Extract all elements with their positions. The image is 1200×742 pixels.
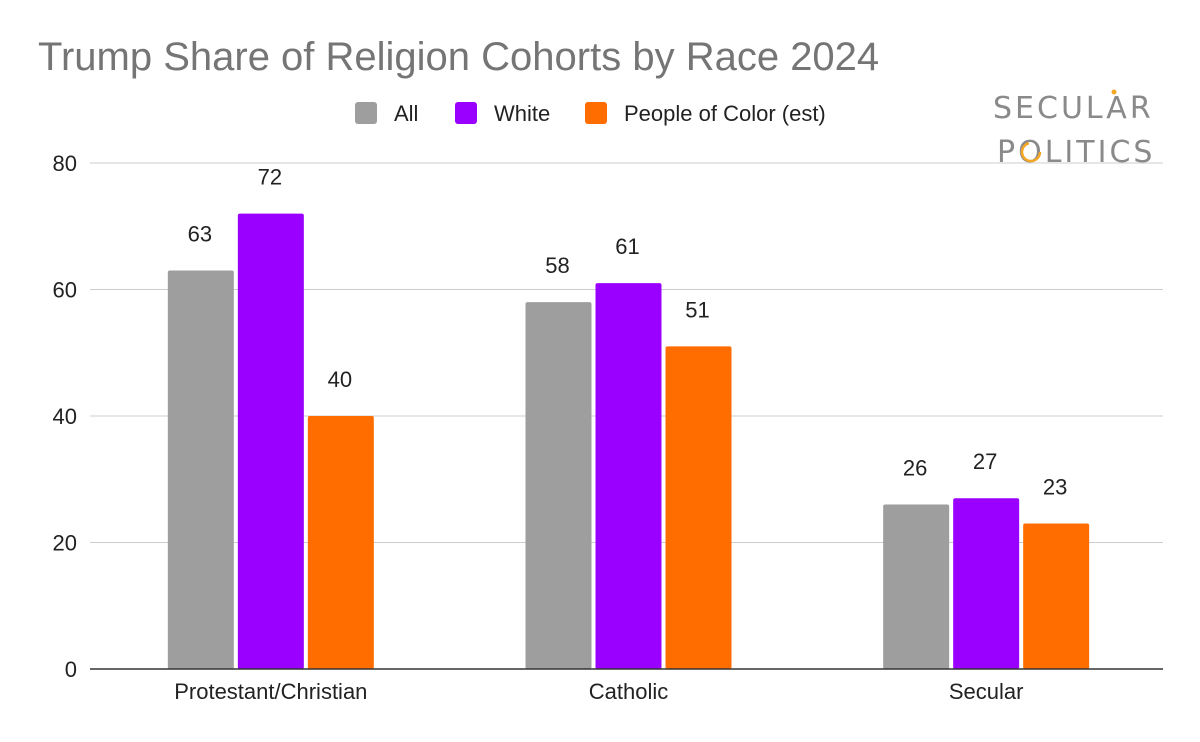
data-label: 72 <box>258 165 282 190</box>
data-label: 58 <box>545 253 569 278</box>
y-axis-ticks: 0 20 40 60 80 <box>53 151 77 682</box>
bar-all-0 <box>167 270 234 669</box>
data-labels: 63 72 40 58 61 51 26 27 23 <box>188 165 1068 500</box>
category-label: Protestant/Christian <box>174 679 367 704</box>
category-label: Secular <box>949 679 1024 704</box>
data-label: 26 <box>903 456 927 481</box>
legend: All White People of Color (est) <box>355 101 826 126</box>
bar-people-of-color-est--1 <box>665 346 732 669</box>
y-tick-label: 20 <box>53 531 77 556</box>
logo-dot <box>1111 89 1117 95</box>
legend-swatch <box>585 102 607 124</box>
data-label: 63 <box>188 222 212 247</box>
category-label: Catholic <box>589 679 668 704</box>
bar-all-1 <box>525 302 592 669</box>
legend-swatch <box>355 102 377 124</box>
x-axis-categories: Protestant/Christian Catholic Secular <box>174 679 1023 704</box>
data-label: 27 <box>973 449 997 474</box>
bar-all-2 <box>883 504 950 669</box>
bar-white-2 <box>953 498 1020 669</box>
bar-white-1 <box>595 283 662 669</box>
legend-label: All <box>394 101 418 126</box>
secular-politics-logo: SECULAR POLITICS <box>993 89 1154 170</box>
data-label: 51 <box>685 297 709 322</box>
bars <box>167 213 1090 669</box>
y-tick-label: 40 <box>53 404 77 429</box>
logo-ring-icon <box>1020 141 1042 163</box>
bar-people-of-color-est--0 <box>307 416 374 669</box>
data-label: 23 <box>1043 475 1067 500</box>
logo-line1: SECULAR <box>993 91 1154 126</box>
bar-people-of-color-est--2 <box>1023 523 1090 669</box>
legend-label: White <box>494 101 550 126</box>
y-tick-label: 80 <box>53 151 77 176</box>
data-label: 61 <box>615 234 639 259</box>
legend-label: People of Color (est) <box>624 101 826 126</box>
y-tick-label: 0 <box>65 657 77 682</box>
bar-white-0 <box>237 213 304 669</box>
legend-swatch <box>455 102 477 124</box>
y-tick-label: 60 <box>53 278 77 303</box>
chart-title: Trump Share of Religion Cohorts by Race … <box>38 35 879 79</box>
data-label: 40 <box>328 367 352 392</box>
